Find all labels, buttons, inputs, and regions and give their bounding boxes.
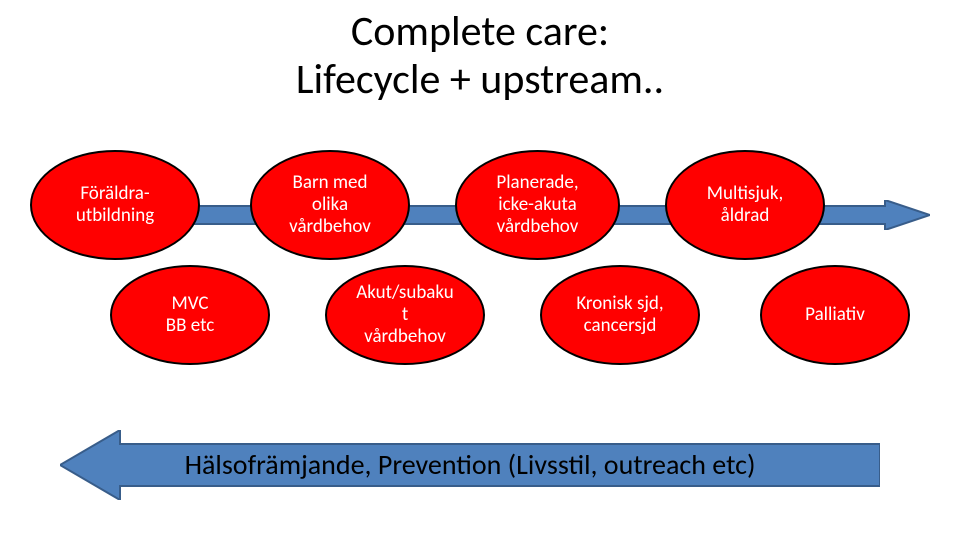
bubble-mvc: MVC BB etc: [110, 265, 270, 365]
bubble-multisjuk: Multisjuk, åldrad: [665, 150, 825, 260]
bubble-planerade-label: Planerade, icke-akuta vårdbehov: [490, 172, 584, 238]
bubble-barn: Barn med olika vårdbehov: [250, 150, 410, 260]
title-line2: Lifecycle + upstream..: [0, 56, 960, 104]
bubble-akut-label: Akut/subaku t vårdbehov: [350, 282, 460, 348]
page-title: Complete care: Lifecycle + upstream..: [0, 8, 960, 105]
bubble-akut: Akut/subaku t vårdbehov: [325, 265, 485, 365]
bubble-kronisk-label: Kronisk sjd, cancersjd: [570, 293, 669, 337]
diagram-canvas: Complete care: Lifecycle + upstream.. Fö…: [0, 0, 960, 543]
bubble-foraldra-label: Föräldra- utbildning: [70, 183, 160, 227]
bubble-planerade: Planerade, icke-akuta vårdbehov: [455, 150, 620, 260]
bubble-barn-label: Barn med olika vårdbehov: [283, 172, 377, 238]
bubble-kronisk: Kronisk sjd, cancersjd: [540, 265, 700, 365]
bubble-multisjuk-label: Multisjuk, åldrad: [701, 183, 790, 227]
bottom-arrow-label: Hälsofrämjande, Prevention (Livsstil, ou…: [60, 447, 880, 482]
bubble-mvc-label: MVC BB etc: [160, 293, 220, 337]
bubble-foraldra: Föräldra- utbildning: [30, 150, 200, 260]
bubble-palliativ: Palliativ: [760, 265, 910, 365]
title-line1: Complete care:: [0, 8, 960, 56]
bubble-palliativ-label: Palliativ: [799, 304, 871, 326]
